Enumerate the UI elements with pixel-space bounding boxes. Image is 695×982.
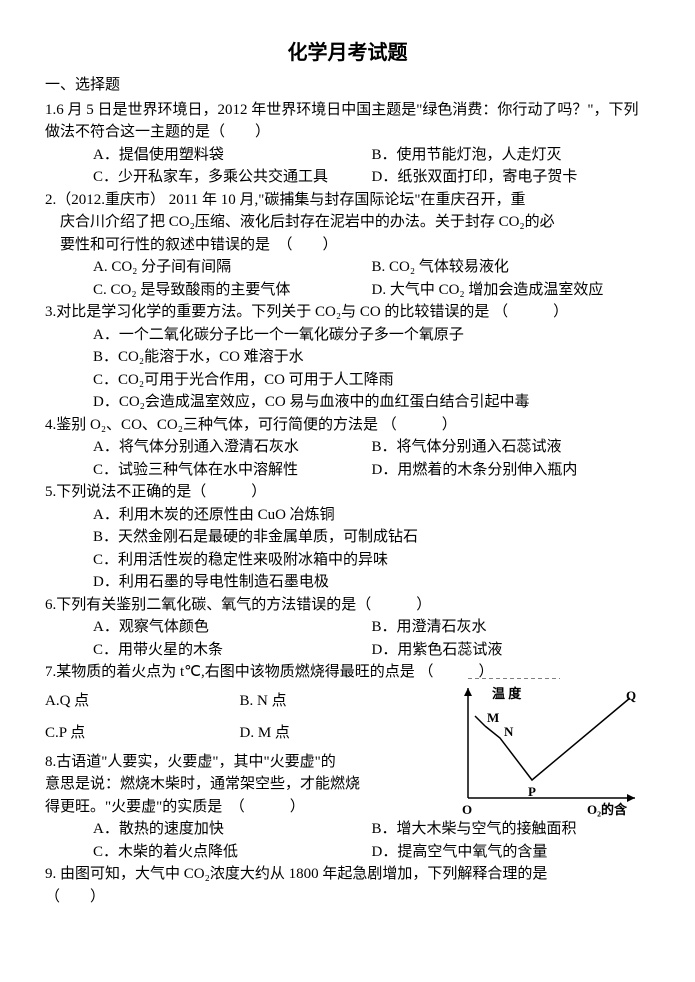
- q2-stem-l1: 2.（2012.重庆市） 2011 年 10 月,"碳捕集与封存国际论坛"在重庆…: [45, 189, 650, 212]
- q8-option-c: C．木柴的着火点降低: [93, 841, 372, 864]
- q2-option-b: B. CO₂ 气体较易液化: [372, 256, 651, 279]
- q5-option-a: A．利用木炭的还原性由 CuO 冶炼铜: [45, 504, 650, 527]
- q3-option-a: A．一个二氧化碳分子比一个一氧化碳分子多一个氧原子: [45, 324, 650, 347]
- q1-option-a: A．提倡使用塑料袋: [93, 144, 372, 167]
- svg-text:M: M: [487, 710, 499, 725]
- q7-chart: tO温 度O₂的含MNPQ: [440, 678, 650, 818]
- svg-text:Q: Q: [626, 688, 636, 703]
- svg-text:N: N: [504, 724, 514, 739]
- q6-option-b: B．用澄清石灰水: [372, 616, 651, 639]
- q2-stem-l3: 要性和可行性的叙述中错误的是 （ ）: [45, 234, 650, 257]
- q2-option-d: D. 大气中 CO₂ 增加会造成温室效应: [372, 279, 651, 302]
- q8-option-b: B．增大木柴与空气的接触面积: [372, 818, 651, 841]
- q3-option-b: B．CO₂能溶于水，CO 难溶于水: [45, 346, 650, 369]
- q6-option-d: D．用紫色石蕊试液: [372, 639, 651, 662]
- q3-option-d: D．CO₂会造成温室效应，CO 易与血液中的血红蛋白结合引起中毒: [45, 391, 650, 414]
- q4-stem: 4.鉴别 O₂、CO、CO₂三种气体，可行简便的方法是 （ ）: [45, 414, 650, 437]
- q3-option-c: C．CO₂可用于光合作用，CO 可用于人工降雨: [45, 369, 650, 392]
- q5-option-d: D．利用石墨的导电性制造石墨电极: [45, 571, 650, 594]
- q7-option-c: C.P 点: [45, 722, 240, 745]
- q5-stem: 5.下列说法不正确的是（ ）: [45, 481, 650, 504]
- q2-stem-l2: 庆合川介绍了把 CO₂压缩、液化后封存在泥岩中的办法。关于封存 CO₂的必: [45, 211, 650, 234]
- svg-text:O: O: [462, 802, 472, 817]
- svg-text:温 度: 温 度: [492, 686, 522, 701]
- q9-tail: （ ）: [45, 886, 650, 909]
- q1-option-d: D．纸张双面打印，寄电子贺卡: [372, 166, 651, 189]
- q9-stem: 9. 由图可知，大气中 CO₂浓度大约从 1800 年起急剧增加，下列解释合理的…: [45, 863, 650, 886]
- svg-text:O₂的含: O₂的含: [587, 802, 628, 817]
- q4-option-b: B．将气体分别通入石蕊试液: [372, 436, 651, 459]
- q1-option-c: C．少开私家车，多乘公共交通工具: [93, 166, 372, 189]
- q4-option-a: A．将气体分别通入澄清石灰水: [93, 436, 372, 459]
- q2-option-c: C. CO₂ 是导致酸雨的主要气体: [93, 279, 372, 302]
- q8-option-d: D．提高空气中氧气的含量: [372, 841, 651, 864]
- section-heading: 一、选择题: [45, 74, 650, 97]
- q8-option-a: A．散热的速度加快: [93, 818, 372, 841]
- q4-option-d: D．用燃着的木条分别伸入瓶内: [372, 459, 651, 482]
- q6-option-a: A．观察气体颜色: [93, 616, 372, 639]
- q5-option-c: C．利用活性炭的稳定性来吸附冰箱中的异味: [45, 549, 650, 572]
- page-title: 化学月考试题: [45, 38, 650, 68]
- q7-option-d: D. M 点: [240, 722, 435, 745]
- q6-option-c: C．用带火星的木条: [93, 639, 372, 662]
- q7-option-b: B. N 点: [240, 690, 435, 713]
- svg-text:P: P: [528, 784, 536, 799]
- q5-option-b: B．天然金刚石是最硬的非金属单质，可制成钻石: [45, 526, 650, 549]
- q4-option-c: C．试验三种气体在水中溶解性: [93, 459, 372, 482]
- q6-stem: 6.下列有关鉴别二氧化碳、氧气的方法错误的是（ ）: [45, 594, 650, 617]
- q1-stem: 1.6 月 5 日是世界环境日，2012 年世界环境日中国主题是"绿色消费：你行…: [45, 99, 650, 144]
- q7-option-a: A.Q 点: [45, 690, 240, 713]
- q3-stem: 3.对比是学习化学的重要方法。下列关于 CO₂与 CO 的比较错误的是 （ ）: [45, 301, 650, 324]
- q1-option-b: B．使用节能灯泡，人走灯灭: [372, 144, 651, 167]
- q2-option-a: A. CO₂ 分子间有间隔: [93, 256, 372, 279]
